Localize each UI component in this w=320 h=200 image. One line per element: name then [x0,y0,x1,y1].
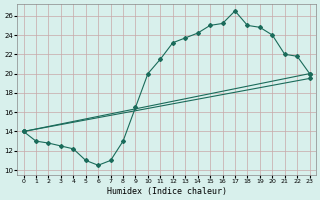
X-axis label: Humidex (Indice chaleur): Humidex (Indice chaleur) [107,187,227,196]
